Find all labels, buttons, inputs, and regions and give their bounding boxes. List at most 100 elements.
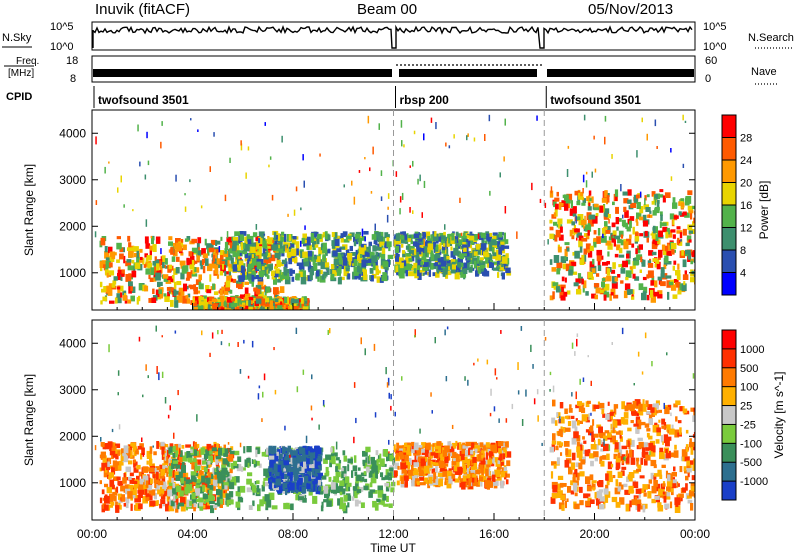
- velocity-scatter-cell: [458, 442, 462, 450]
- power-scatter-cell: [239, 298, 242, 303]
- velocity-scatter-cell: [338, 459, 342, 464]
- velocity-scatter-cell: [500, 461, 504, 466]
- nsky-label: N.Sky: [2, 32, 32, 44]
- power-scatter-cell: [555, 203, 559, 210]
- power-scatter-cell: [255, 298, 262, 304]
- velocity-scatter-cell: [466, 460, 471, 466]
- power-scatter-cell: [642, 276, 647, 281]
- power-scatter-cell: [660, 281, 666, 287]
- power-scatter-cell: [121, 273, 125, 277]
- power-scatter-cell: [240, 242, 244, 251]
- power-sparse-cell: [547, 239, 549, 245]
- velocity-scatter-cell: [292, 461, 298, 469]
- power-scatter-cell: [633, 194, 638, 203]
- power-scatter-cell: [244, 258, 249, 262]
- power-scatter-cell: [353, 240, 357, 247]
- power-scatter-cell: [453, 247, 459, 256]
- power-scatter-cell: [587, 250, 593, 258]
- velocity-scatter-cell: [212, 467, 216, 474]
- power-scatter-cell: [629, 266, 633, 270]
- velocity-scatter-cell: [236, 463, 242, 472]
- power-scatter-cell: [256, 307, 261, 310]
- power-scatter-cell: [372, 246, 379, 250]
- power-scatter-cell: [302, 270, 306, 278]
- velocity-scatter-cell: [195, 451, 199, 456]
- power-scatter-cell: [503, 232, 506, 240]
- power-scatter-cell: [687, 190, 693, 196]
- power-scatter-cell: [473, 260, 477, 269]
- cpid-segment-1: rbsp 200: [400, 93, 450, 107]
- power-scatter-cell: [266, 275, 270, 279]
- power-scatter-cell: [270, 254, 276, 262]
- velocity-scatter-cell: [289, 482, 295, 491]
- velocity-scatter-cell: [290, 467, 296, 474]
- power-scatter-cell: [399, 235, 405, 240]
- power-scatter-cell: [554, 208, 558, 217]
- power-scatter-cell: [121, 269, 125, 277]
- power-scatter-cell: [381, 275, 388, 282]
- power-scatter-cell: [224, 248, 228, 254]
- power-scatter-cell: [345, 264, 350, 270]
- power-scatter-cell: [647, 260, 652, 266]
- power-scatter-cell: [491, 247, 495, 254]
- power-scatter-cell: [579, 246, 583, 253]
- velocity-scatter-cell: [596, 500, 601, 506]
- power-scatter-cell: [358, 246, 365, 254]
- power-scatter-cell: [266, 296, 272, 303]
- power-sparse-cell: [639, 191, 642, 198]
- velocity-scatter-cell: [375, 450, 379, 456]
- velocity-scatter-cell: [309, 457, 314, 464]
- nsky-tick-low: 10^0: [50, 41, 74, 53]
- power-scatter-cell: [563, 291, 568, 297]
- power-scatter-cell: [244, 293, 251, 298]
- velocity-scatter-cell: [99, 497, 103, 504]
- power-scatter-cell: [368, 258, 372, 263]
- velocity-scatter-cell: [303, 454, 309, 459]
- velocity-scatter-cell: [148, 493, 153, 501]
- power-scatter-cell: [171, 275, 175, 283]
- power-scatter-cell: [606, 226, 611, 233]
- velocity-scatter-cell: [483, 468, 486, 474]
- power-scatter-cell: [568, 269, 573, 276]
- power-scatter-cell: [280, 301, 283, 305]
- velocity-scatter-cell: [472, 457, 477, 463]
- power-scatter-cell: [242, 309, 246, 310]
- velocity-scatter-cell: [412, 474, 418, 482]
- power-scatter-cell: [557, 218, 563, 224]
- power-scatter-cell: [368, 241, 372, 247]
- power-scatter-cell: [242, 249, 247, 255]
- power-scatter-cell: [630, 267, 634, 274]
- power-scatter-cell: [629, 216, 635, 221]
- velocity-scatter-cell: [396, 452, 399, 460]
- velocity-scatter-cell: [217, 482, 220, 488]
- velocity-scatter-cell: [408, 469, 415, 476]
- power-scatter-cell: [354, 240, 359, 245]
- power-scatter-cell: [564, 248, 568, 257]
- power-scatter-cell: [204, 309, 208, 310]
- power-scatter-cell: [665, 231, 669, 239]
- power-sparse-cell: [409, 207, 411, 213]
- power-scatter-cell: [261, 305, 265, 310]
- velocity-scatter-cell: [435, 446, 441, 453]
- velocity-scatter-cell: [332, 487, 338, 494]
- power-scatter-cell: [556, 268, 561, 275]
- power-scatter-cell: [228, 268, 232, 276]
- power-sparse-cell: [413, 130, 416, 135]
- power-scatter-cell: [259, 306, 263, 310]
- velocity-scatter-cell: [338, 485, 342, 492]
- power-scatter-cell: [559, 291, 565, 299]
- power-scatter-cell: [336, 248, 342, 252]
- power-sparse-cell: [123, 204, 125, 208]
- power-scatter-cell: [377, 235, 383, 243]
- velocity-scatter-cell: [640, 421, 646, 426]
- velocity-scatter-cell: [148, 490, 152, 495]
- velocity-scatter-cell: [354, 471, 358, 477]
- station-title: Inuvik (fitACF): [95, 1, 190, 18]
- velocity-scatter-cell: [435, 466, 438, 473]
- power-scatter-cell: [191, 238, 197, 244]
- power-scatter-cell: [188, 251, 193, 257]
- velocity-scatter-cell: [189, 500, 193, 506]
- velocity-scatter-cell: [248, 505, 253, 510]
- velocity-scatter-cell: [338, 471, 341, 477]
- power-scatter-cell: [279, 286, 285, 293]
